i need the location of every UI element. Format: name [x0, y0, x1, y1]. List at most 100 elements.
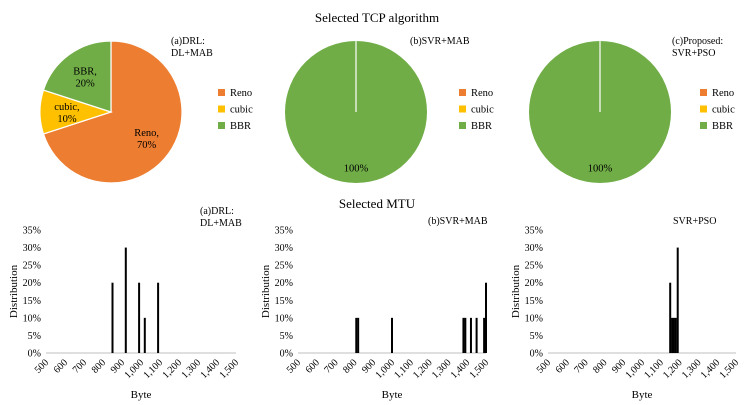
y-tick-label: 20% — [525, 278, 543, 289]
x-tick-label: 1,000 — [623, 357, 647, 381]
legend-label-reno: Reno — [712, 88, 734, 99]
legend-swatch-reno — [459, 89, 466, 96]
legend-swatch-bbr — [459, 122, 466, 129]
legend-label-bbr: BBR — [712, 121, 733, 132]
x-tick-label: 500 — [285, 357, 303, 375]
pie-label-reno: Reno, — [134, 128, 159, 139]
x-tick-label: 1,400 — [699, 357, 723, 381]
bar — [138, 282, 141, 353]
legend-label-cubic: cubic — [471, 105, 494, 116]
bar — [143, 317, 146, 353]
bar — [124, 247, 127, 353]
bar — [111, 282, 114, 353]
pie-slice-bbr — [42, 40, 112, 113]
y-tick-label: 25% — [525, 261, 543, 272]
x-tick-label: 600 — [52, 357, 70, 375]
x-tick-label: 1,400 — [449, 357, 473, 381]
legend-label-cubic: cubic — [712, 105, 735, 116]
bar — [483, 317, 486, 353]
bar — [157, 282, 160, 353]
x-tick-label: 500 — [535, 357, 553, 375]
bar — [357, 317, 360, 353]
bar-chart-2: 0%5%10%15%20%25%30%35%500 600 700 800 9001,0… — [260, 216, 491, 401]
pie-charts: Reno,70% cubic,10% BBR,20% (a)DRL:DL+MAB Ren… — [39, 36, 735, 184]
bar — [462, 317, 465, 353]
legend-swatch-bbr — [218, 122, 225, 129]
y-tick-label: 15% — [525, 296, 543, 307]
legend-swatch-cubic — [218, 105, 225, 113]
x-tick-label: 1,100 — [642, 357, 666, 381]
y-axis-label: Distribution — [8, 264, 20, 318]
y-tick-label: 30% — [525, 243, 543, 254]
y-tick-label: 35% — [23, 226, 41, 237]
x-tick-label: 1,400 — [198, 357, 222, 381]
x-tick-label: 500 — [33, 357, 51, 375]
bar — [464, 317, 467, 353]
x-tick-label: 800 — [90, 357, 108, 375]
bar-chart-1: 0%5%10%15%20%25%30%35%500 600 700 800 9001,0… — [8, 206, 242, 401]
x-tick-label: 1,200 — [411, 357, 435, 381]
x-tick-label: 1,200 — [160, 357, 184, 381]
bar — [672, 317, 675, 353]
x-tick-label: 1,500 — [717, 357, 741, 381]
pie-label-bbr: 100% — [588, 163, 613, 174]
legend-swatch-cubic — [459, 105, 466, 113]
y-tick-label: 30% — [23, 243, 41, 254]
bar-annotation: DL+MAB — [200, 218, 242, 229]
legend-swatch-reno — [218, 89, 225, 96]
pie-annotation: (c)Proposed: — [672, 36, 723, 47]
legend-swatch-bbr — [700, 122, 707, 129]
pie-label-bbr: BBR, — [73, 66, 97, 77]
legend-label-cubic: cubic — [230, 105, 253, 116]
x-tick-label: 1,100 — [141, 357, 165, 381]
bar-annotation: (a)DRL: — [200, 206, 234, 217]
bar-chart-3: 0%5%10%15%20%25%30%35%500 600 700 800 9001,0… — [510, 216, 741, 401]
bar-charts: 0%5%10%15%20%25%30%35%500 600 700 800 9001,0… — [8, 206, 741, 401]
y-tick-label: 25% — [23, 261, 41, 272]
y-tick-label: 0% — [280, 349, 293, 360]
legend-label-bbr: BBR — [230, 121, 251, 132]
y-tick-label: 10% — [23, 313, 41, 324]
x-tick-label: 1,300 — [680, 357, 704, 381]
bar — [485, 282, 487, 353]
y-tick-label: 35% — [275, 226, 293, 237]
pie-label-reno: 70% — [137, 140, 157, 151]
legend-swatch-cubic — [700, 105, 707, 113]
y-tick-label: 5% — [530, 331, 543, 342]
y-tick-label: 15% — [275, 296, 293, 307]
x-tick-label: 600 — [554, 357, 572, 375]
y-tick-label: 25% — [275, 261, 293, 272]
y-axis-label: Distribution — [510, 264, 522, 318]
legend-label-reno: Reno — [230, 88, 252, 99]
bar — [469, 317, 472, 353]
pie-annotation: SVR+PSO — [672, 48, 715, 59]
x-axis-label: Byte — [382, 389, 403, 401]
top-title: Selected TCP algorithm — [315, 10, 439, 25]
x-tick-label: 1,000 — [122, 357, 146, 381]
x-tick-label: 1,500 — [467, 357, 491, 381]
x-axis-label: Byte — [632, 389, 653, 401]
y-tick-label: 10% — [525, 313, 543, 324]
bar — [674, 317, 677, 353]
legend-label-bbr: BBR — [471, 121, 492, 132]
bar — [671, 317, 674, 353]
y-tick-label: 20% — [23, 278, 41, 289]
x-axis-label: Byte — [131, 389, 152, 401]
y-tick-label: 35% — [525, 226, 543, 237]
pie-chart-3: 100% (c)Proposed:SVR+PSO Reno cubic BBR — [529, 36, 735, 183]
x-tick-label: 1,300 — [430, 357, 454, 381]
bar — [669, 282, 672, 353]
x-tick-label: 800 — [591, 357, 609, 375]
y-tick-label: 5% — [28, 331, 41, 342]
bar-annotation: (b)SVR+MAB — [428, 216, 488, 227]
pie-chart-2: 100% (b)SVR+MAB Reno cubic BBR — [285, 36, 494, 183]
x-tick-label: 1,000 — [373, 357, 397, 381]
pie-annotation: (b)SVR+MAB — [410, 36, 470, 47]
y-tick-label: 10% — [275, 313, 293, 324]
pie-label-bbr: 100% — [344, 163, 369, 174]
y-tick-label: 0% — [28, 349, 41, 360]
x-tick-label: 1,100 — [392, 357, 416, 381]
bar-annotation: SVR+PSO — [673, 216, 716, 227]
x-tick-label: 700 — [322, 357, 340, 375]
